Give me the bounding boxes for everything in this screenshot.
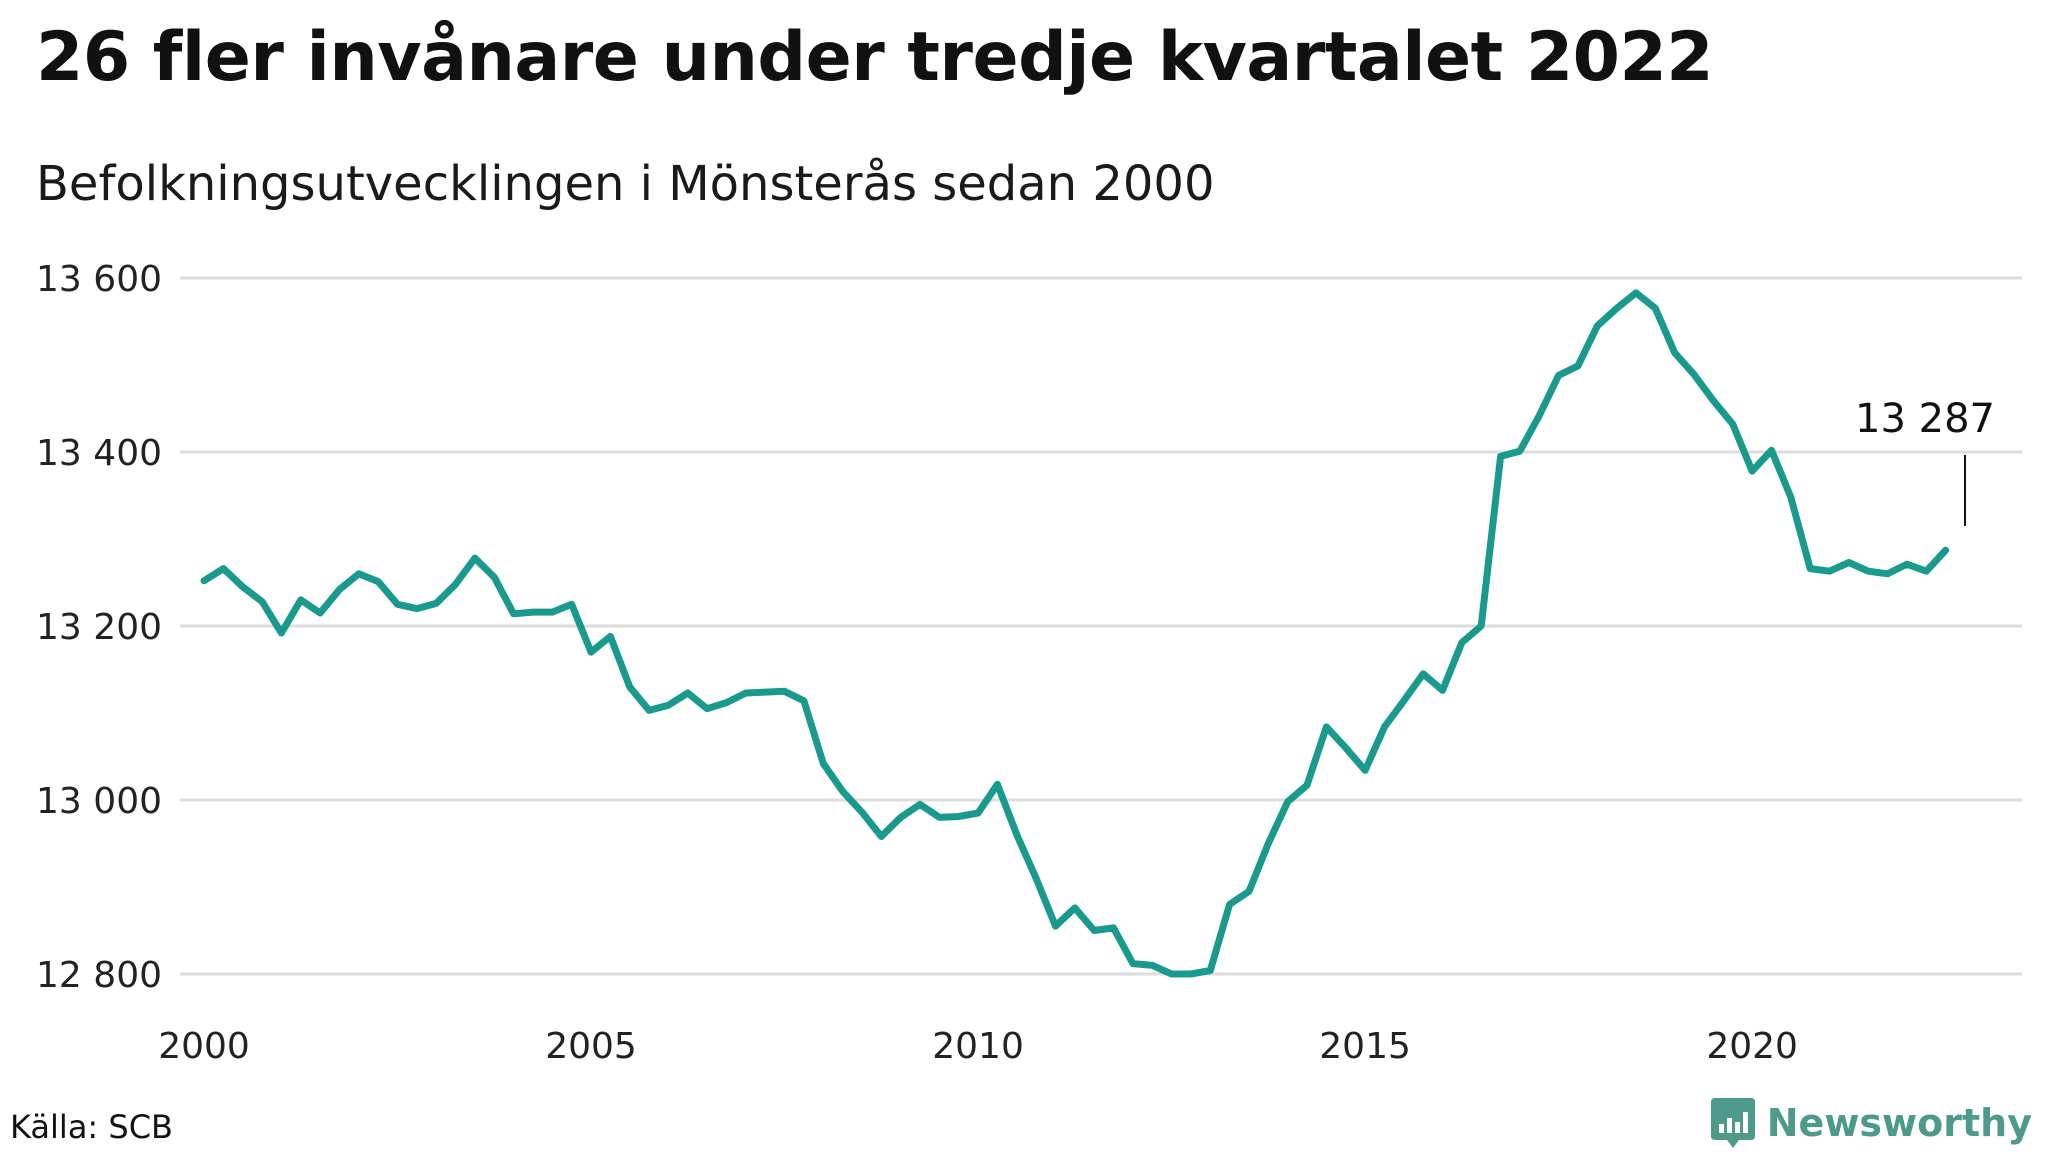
y-tick-label: 13 000	[36, 781, 162, 822]
annotation-label: 13 287	[1855, 396, 1995, 442]
y-tick-label: 12 800	[36, 955, 162, 996]
annotation-layer: 13 287	[1855, 396, 1995, 526]
x-axis-tick-labels: 2000 2005 2010 2015 2020	[158, 1026, 1798, 1067]
newsworthy-logo: Newsworthy	[1710, 1098, 2032, 1148]
source-label: Källa: SCB	[10, 1108, 173, 1146]
x-tick-label: 2020	[1706, 1026, 1798, 1067]
y-tick-label: 13 600	[36, 259, 162, 300]
series-layer	[200, 289, 1950, 978]
y-axis-tick-labels: 12 800 13 000 13 200 13 400 13 600	[36, 259, 162, 996]
gridlines	[180, 276, 2022, 976]
x-tick-label: 2005	[545, 1026, 637, 1067]
y-tick-label: 13 200	[36, 607, 162, 648]
brand-name: Newsworthy	[1766, 1101, 2032, 1145]
series-line	[200, 289, 1950, 978]
y-tick-label: 13 400	[36, 433, 162, 474]
x-tick-label: 2010	[932, 1026, 1024, 1067]
x-tick-label: 2015	[1319, 1026, 1411, 1067]
chart-subtitle: Befolkningsutvecklingen i Mönsterås seda…	[36, 156, 1215, 212]
x-tick-label: 2000	[158, 1026, 250, 1067]
newsworthy-logo-icon	[1710, 1098, 1755, 1148]
chart-title: 26 fler invånare under tredje kvartalet …	[36, 18, 1714, 97]
